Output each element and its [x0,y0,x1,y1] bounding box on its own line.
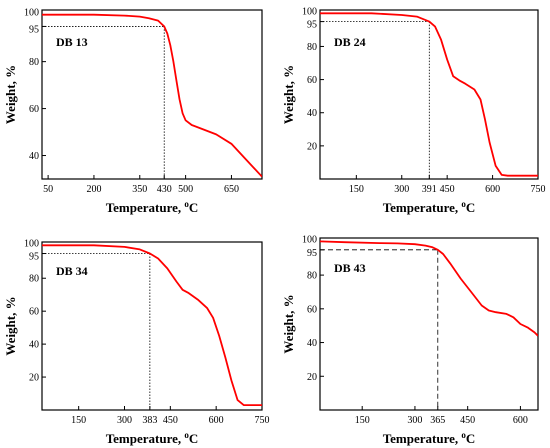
y-tick-label: 40 [29,340,39,351]
x-tick-label: 650 [224,184,239,195]
x-tick-label: 300 [394,184,409,195]
x-tick-label: 750 [531,184,546,195]
panel-4: 150 300 365 450 600 20 40 60 80 95 100 DB 43 Tempera… [281,234,539,446]
x-tick-label: 430 [157,184,172,195]
y-tick-label: 80 [307,271,317,282]
y-tick-label: 20 [307,372,317,383]
x-tick-label: 600 [513,415,528,426]
plot-frame [319,237,539,411]
x-tick-label: 365 [430,415,445,426]
y-tick-label: 80 [307,42,317,53]
y-tick-label: 60 [29,104,39,115]
plot-frame [41,9,263,180]
x-axis-title: Temperature, oC [106,430,199,446]
panel-3: 150 300 383 450 600 750 20 40 60 80 95 100 DB 34 Temp… [3,238,270,446]
plot-frame [41,241,263,411]
y-tick-label: 80 [29,274,39,285]
x-tick-label: 50 [43,184,53,195]
y-tick-label: 100 [302,6,317,17]
panel-label: DB 34 [56,264,88,278]
y-tick-label: 95 [307,20,317,31]
y-tick-label: 95 [29,24,39,35]
panel-label: DB 43 [334,261,366,275]
x-tick-label: 200 [86,184,101,195]
x-tick-label: 450 [163,415,178,426]
panel-label: DB 24 [334,35,366,49]
y-axis-title: Weight, % [3,65,18,124]
y-tick-label: 95 [307,248,317,259]
x-axis-title: Temperature, oC [383,199,476,215]
tga-curve [42,244,262,407]
tga-curve [320,12,538,177]
y-tick-label: 20 [307,141,317,152]
y-tick-label: 60 [29,307,39,318]
y-tick-label: 40 [307,338,317,349]
panel-2: 150 300 391 450 600 750 20 40 60 80 95 100 DB 24 Temp… [281,6,546,215]
y-tick-label: 100 [24,238,39,249]
y-tick-label: 40 [307,108,317,119]
y-tick-label: 95 [29,252,39,263]
x-tick-label: 300 [117,415,132,426]
panel-label: DB 13 [56,35,88,49]
y-tick-label: 60 [307,304,317,315]
x-tick-label: 600 [485,184,500,195]
x-tick-label: 150 [355,415,370,426]
y-tick-label: 20 [29,373,39,384]
x-axis-title: Temperature, oC [383,430,476,446]
x-tick-label: 391 [422,184,437,195]
x-tick-label: 450 [440,184,455,195]
x-tick-label: 500 [178,184,193,195]
y-tick-label: 100 [24,8,39,19]
y-axis-title: Weight, % [3,296,18,355]
x-tick-label: 600 [209,415,224,426]
y-tick-label: 60 [307,75,317,86]
x-tick-label: 150 [349,184,364,195]
x-axis-title: Temperature, oC [106,199,199,215]
x-tick-label: 750 [255,415,270,426]
y-tick-label: 40 [29,151,39,162]
tga-curve [320,240,538,337]
x-tick-label: 350 [132,184,147,195]
x-tick-label: 150 [71,415,86,426]
y-tick-label: 100 [302,234,317,245]
panel-1: 50 200 350 430 500 650 40 60 80 95 100 DB 13 Tempera… [3,8,263,215]
x-tick-label: 300 [407,415,422,426]
y-tick-label: 80 [29,57,39,68]
y-axis-title: Weight, % [281,65,296,124]
tga-curve [42,13,262,178]
y-axis-title: Weight, % [281,294,296,353]
x-tick-label: 450 [460,415,475,426]
x-tick-label: 383 [142,415,157,426]
